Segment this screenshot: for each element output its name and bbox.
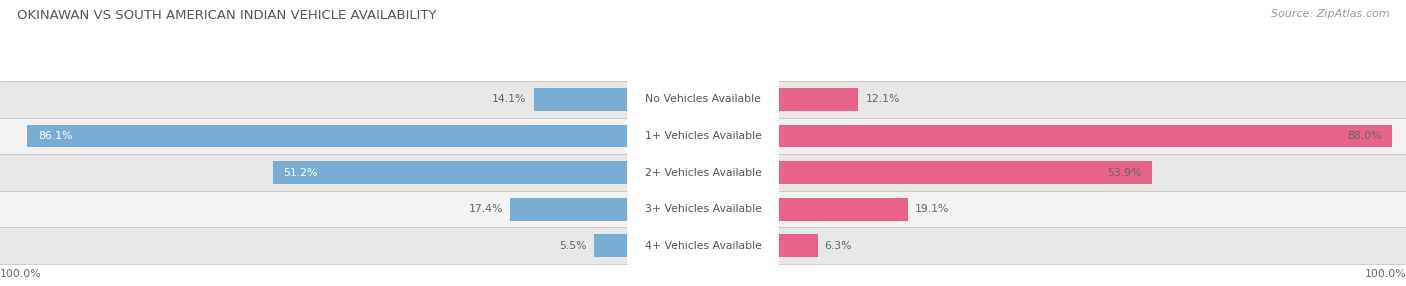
Bar (773, 235, 818, 257)
Bar (0, 154, 1406, 191)
Bar (773, 161, 1153, 184)
Text: 14.1%: 14.1% (492, 94, 527, 104)
Text: OKINAWAN VS SOUTH AMERICAN INDIAN VEHICLE AVAILABILITY: OKINAWAN VS SOUTH AMERICAN INDIAN VEHICL… (17, 9, 436, 21)
Text: 5.5%: 5.5% (560, 241, 588, 251)
Bar (0, 81, 1406, 118)
Text: 86.1%: 86.1% (38, 131, 72, 141)
Text: No Vehicles Available: No Vehicles Available (645, 94, 761, 104)
FancyBboxPatch shape (627, 181, 779, 237)
Text: Source: ZipAtlas.com: Source: ZipAtlas.com (1271, 9, 1389, 19)
Text: 53.9%: 53.9% (1108, 168, 1142, 178)
Text: 100.0%: 100.0% (1364, 269, 1406, 279)
Bar (0, 191, 1406, 227)
Bar (773, 88, 858, 111)
Text: 2+ Vehicles Available: 2+ Vehicles Available (644, 168, 762, 178)
Bar (0, 118, 1406, 154)
FancyBboxPatch shape (627, 108, 779, 164)
Bar (0, 227, 1406, 264)
Bar (534, 88, 633, 111)
Bar (28, 125, 633, 147)
Text: 100.0%: 100.0% (0, 269, 42, 279)
Bar (595, 235, 633, 257)
Bar (510, 198, 633, 221)
Text: 1+ Vehicles Available: 1+ Vehicles Available (644, 131, 762, 141)
Text: 19.1%: 19.1% (915, 204, 949, 214)
Text: 17.4%: 17.4% (470, 204, 503, 214)
FancyBboxPatch shape (627, 71, 779, 128)
FancyBboxPatch shape (627, 218, 779, 274)
Bar (773, 125, 1392, 147)
Text: 6.3%: 6.3% (824, 241, 852, 251)
FancyBboxPatch shape (627, 144, 779, 201)
Text: 3+ Vehicles Available: 3+ Vehicles Available (644, 204, 762, 214)
Text: 4+ Vehicles Available: 4+ Vehicles Available (644, 241, 762, 251)
Bar (773, 198, 908, 221)
Text: 88.0%: 88.0% (1347, 131, 1381, 141)
Bar (273, 161, 633, 184)
Text: 51.2%: 51.2% (283, 168, 318, 178)
Text: 12.1%: 12.1% (866, 94, 900, 104)
